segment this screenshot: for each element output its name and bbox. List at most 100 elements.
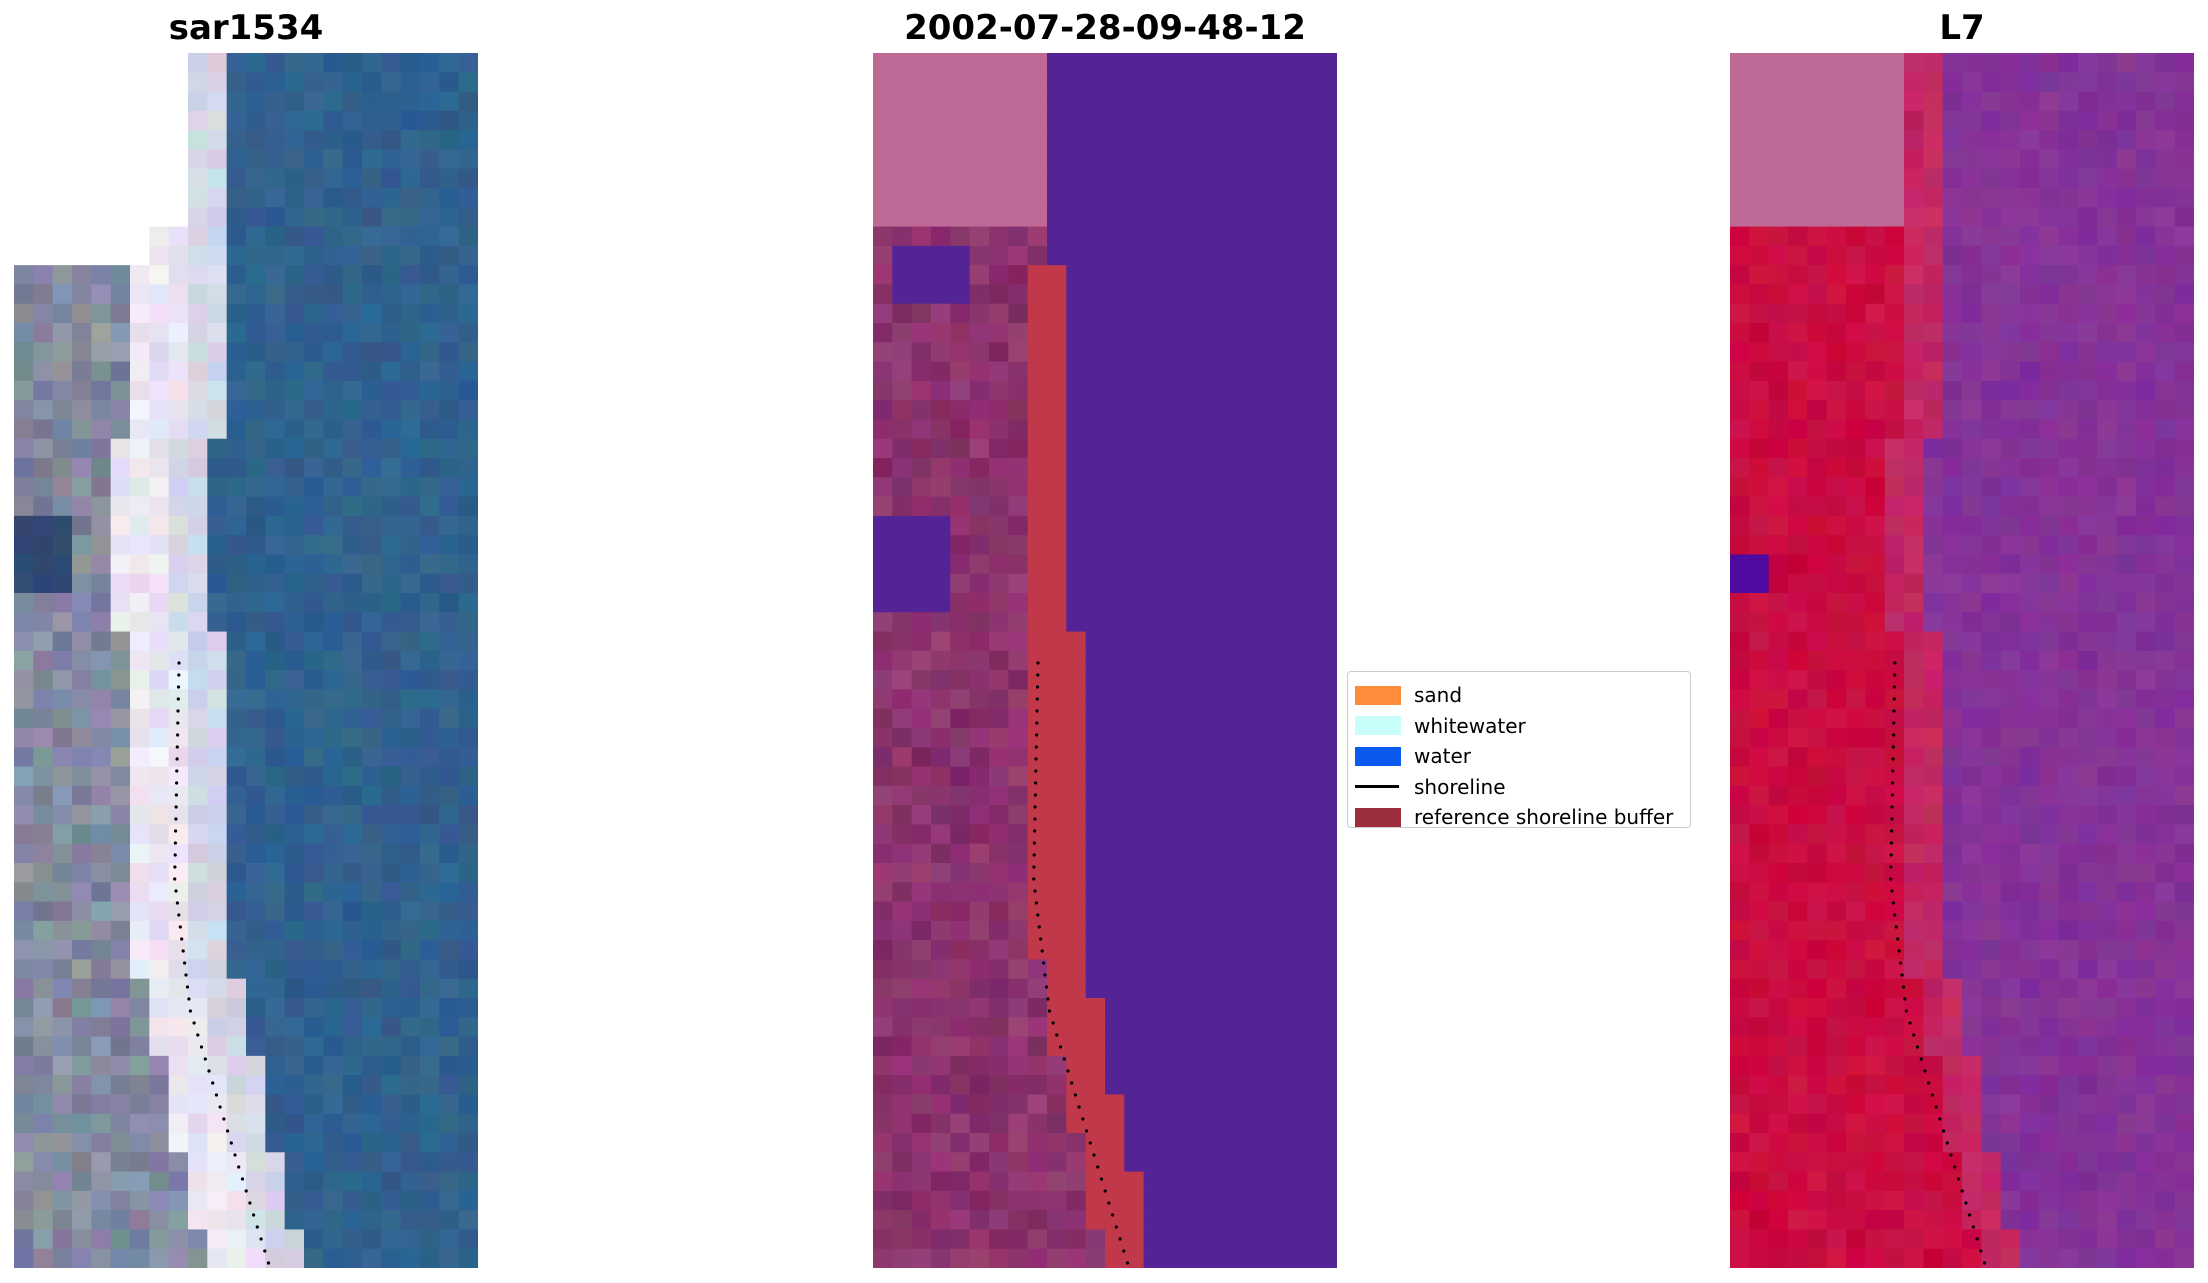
shoreline-point [248,1201,252,1205]
shoreline-point [252,1213,256,1217]
shoreline-point [1036,673,1040,677]
shoreline-point [1912,1033,1916,1037]
shoreline-point [1036,661,1040,665]
shoreline-point [1035,733,1039,737]
shoreline-point [173,841,177,845]
shoreline-point [1032,877,1036,881]
shoreline-point [181,949,185,953]
legend-item-reference-buffer: reference shoreline buffer [1348,802,1690,833]
shoreline-point [1033,829,1037,833]
shoreline-point [1042,961,1046,965]
shoreline-points [1889,661,1987,1265]
shoreline-point [1033,805,1037,809]
shoreline-point [184,973,188,977]
shoreline-point [175,769,179,773]
shoreline-point [1919,1057,1923,1061]
shoreline-point [1088,1141,1092,1145]
shoreline-point [244,1189,248,1193]
shoreline-point [1125,1261,1130,1265]
legend-label-reference-buffer: reference shoreline buffer [1414,805,1674,830]
shoreline-point [1058,1045,1063,1049]
shoreline-point [176,697,180,701]
legend-item-water: water [1348,741,1690,772]
shoreline-point [174,829,178,833]
shoreline-point [188,1009,192,1013]
shoreline-point [1899,961,1903,965]
shoreline-point [1099,1177,1104,1181]
shoreline-point [1968,1213,1972,1217]
classification-pixels [873,53,1337,1268]
shoreline-point [1953,1165,1957,1169]
shoreline-point [1889,853,1893,857]
shoreline-point [1892,721,1896,725]
shoreline-point [1893,661,1897,665]
shoreline-point [1111,1213,1115,1217]
shoreline-point [229,1141,233,1145]
shoreline-point [259,1237,263,1241]
shoreline-point [1085,1129,1089,1133]
shoreline-point [174,805,178,809]
shoreline-point [218,1105,222,1109]
sand-swatch [1355,685,1401,705]
shoreline-point [1889,865,1893,869]
shoreline-point [211,1081,215,1085]
shoreline-point [203,1057,207,1061]
shoreline-point [1103,1189,1107,1193]
shoreline-point [1892,733,1896,737]
shoreline-point [1889,841,1893,845]
shoreline-points [1032,661,1130,1265]
panel-title-date: 2002-07-28-09-48-12 [904,8,1306,48]
shoreline-point [222,1117,226,1121]
shoreline-point [1033,817,1037,821]
shoreline-point [1900,973,1904,977]
classified-image-panel [873,53,1337,1268]
shoreline-point [175,745,179,749]
shoreline-point [1891,769,1895,773]
shoreline-point [183,961,187,965]
shoreline-point [173,877,177,881]
shoreline-point [178,925,182,929]
shoreline-point [1034,757,1038,761]
shoreline-point [1032,865,1036,869]
shoreline-point [1904,1009,1908,1013]
shoreline-point [1945,1141,1949,1145]
shoreline-point [1039,937,1043,941]
legend-label-whitewater: whitewater [1414,713,1526,738]
shoreline-point [1066,1069,1070,1073]
shoreline-point [1890,889,1894,893]
shoreline-point [207,1069,211,1073]
shoreline-point [1956,1177,1961,1181]
shoreline-point [1035,721,1039,725]
legend-item-whitewater: whitewater [1348,711,1690,742]
shoreline-point [176,733,180,737]
shoreline-point [263,1249,267,1253]
shoreline-point [1034,745,1038,749]
legend-item-shoreline: shoreline [1348,772,1690,803]
reference-buffer-swatch [1355,807,1401,827]
shoreline-point [196,1033,200,1037]
shoreline-point [192,1021,196,1025]
shoreline-point [1923,1069,1927,1073]
shoreline-point [1118,1237,1122,1241]
shoreline-point [1081,1117,1085,1121]
shoreline-point [1032,841,1036,845]
shoreline-point [237,1165,241,1169]
shoreline-point [1092,1153,1096,1157]
shoreline-point [266,1261,271,1265]
shoreline-point [1077,1105,1081,1109]
shoreline-point [1927,1081,1931,1085]
shoreline-point [1908,1021,1912,1025]
shoreline-point [1901,985,1906,989]
shoreline-point [233,1153,237,1157]
shoreline-point [1891,745,1895,749]
whitewater-swatch [1355,716,1401,736]
shoreline-point [226,1129,230,1133]
shoreline-point [1915,1045,1920,1049]
shoreline-point [1893,673,1897,677]
shoreline-point [1034,901,1038,905]
legend-label-water: water [1414,744,1471,769]
panel-title-rgb: sar1534 [168,8,324,48]
shoreline-point [1122,1249,1126,1253]
shoreline-point [177,913,181,917]
shoreline-point [1960,1189,1964,1193]
